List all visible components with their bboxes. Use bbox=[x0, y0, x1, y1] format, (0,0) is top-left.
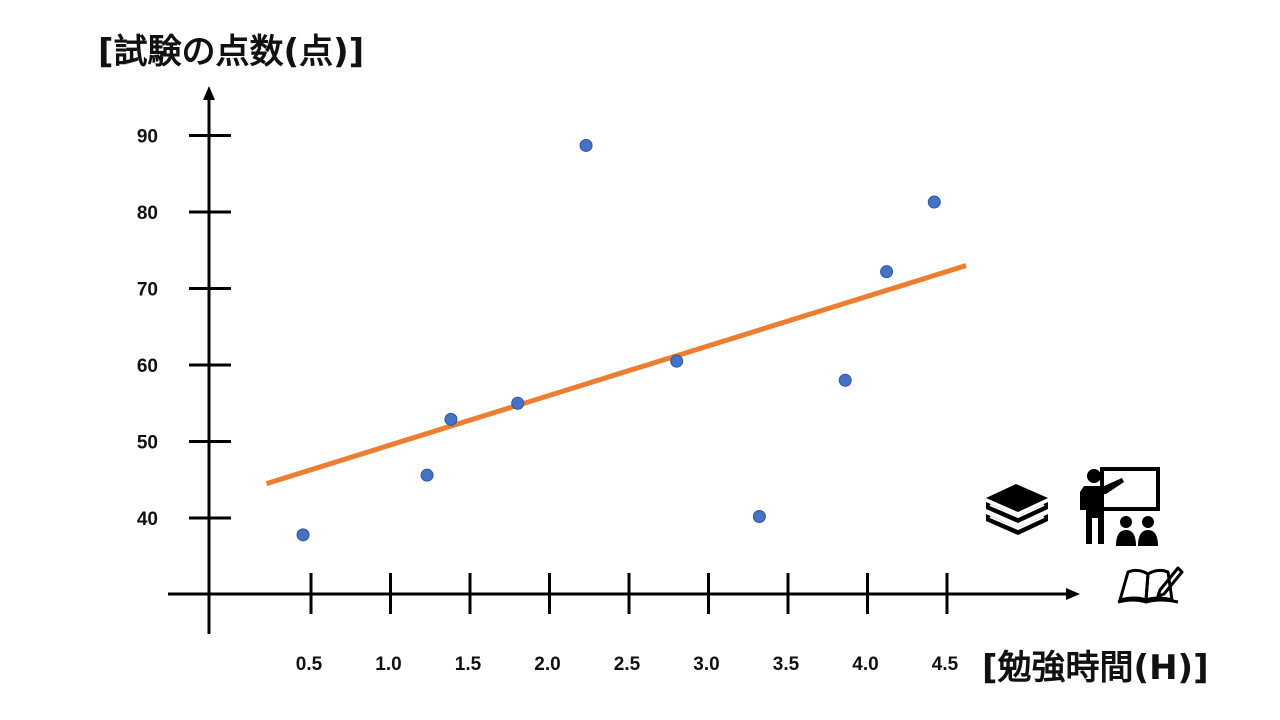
teacher-classroom-icon bbox=[1080, 467, 1160, 546]
data-points bbox=[296, 138, 941, 542]
open-book-pencil-icon bbox=[1117, 566, 1184, 604]
y-tick-label: 80 bbox=[137, 203, 158, 224]
trendline bbox=[265, 263, 967, 486]
x-tick-label: 3.0 bbox=[693, 654, 719, 675]
data-point bbox=[579, 138, 593, 152]
data-point bbox=[444, 412, 458, 426]
trendline-group bbox=[265, 263, 967, 486]
data-point bbox=[752, 509, 766, 523]
ticks: 0.5 1.0 1.5 2.0 2.5 3.0 3.5 4.0 4.5 40 50 60 70 80 90 bbox=[137, 127, 959, 676]
y-tick-label: 60 bbox=[137, 356, 158, 377]
data-point bbox=[927, 195, 941, 209]
x-axis-arrow bbox=[1066, 588, 1080, 600]
x-axis-title: [勉強時間(H)] bbox=[982, 648, 1209, 688]
x-tick-label: 4.5 bbox=[932, 654, 959, 675]
axes bbox=[168, 86, 1080, 634]
data-point bbox=[838, 373, 852, 387]
y-tick-label: 70 bbox=[137, 280, 158, 301]
data-point bbox=[670, 354, 684, 368]
y-tick-label: 90 bbox=[137, 127, 158, 148]
y-tick-label: 40 bbox=[137, 509, 158, 530]
y-tick-label: 50 bbox=[137, 433, 158, 454]
x-tick-label: 1.0 bbox=[375, 654, 401, 675]
x-tick-label: 3.5 bbox=[773, 654, 800, 675]
data-point bbox=[511, 396, 525, 410]
data-point bbox=[880, 265, 894, 279]
data-point bbox=[296, 528, 310, 542]
x-tick-label: 2.5 bbox=[614, 654, 641, 675]
x-tick-label: 1.5 bbox=[455, 654, 482, 675]
books-icon bbox=[986, 484, 1048, 535]
x-tick-label: 2.0 bbox=[534, 654, 560, 675]
y-axis-title: [試験の点数(点)] bbox=[98, 32, 365, 72]
data-point bbox=[420, 468, 434, 482]
y-axis-arrow bbox=[203, 86, 215, 100]
x-tick-label: 4.0 bbox=[852, 654, 878, 675]
x-tick-label: 0.5 bbox=[296, 654, 323, 675]
